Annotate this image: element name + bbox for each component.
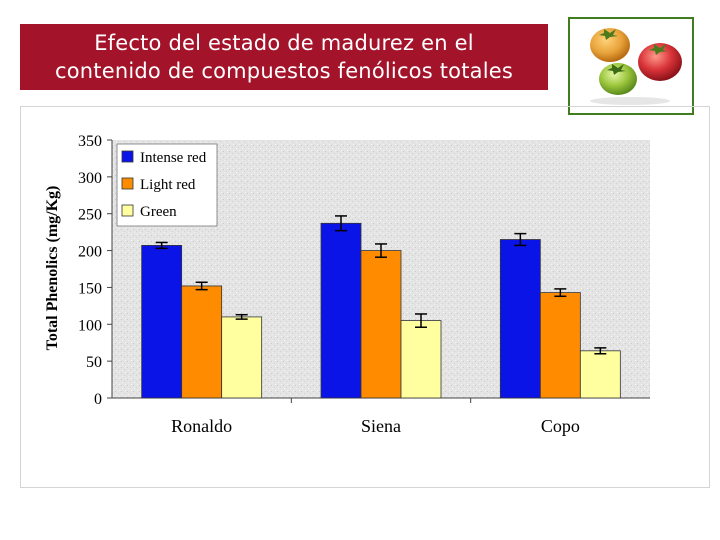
orange-tomato: [590, 28, 630, 62]
legend: Intense red Light red Green: [116, 143, 218, 227]
y-axis-label: Total Phenolics (mg/Kg): [44, 186, 61, 351]
tomatoes-image: [590, 28, 682, 105]
y-tick-label: 300: [78, 170, 102, 187]
legend-swatch: [121, 204, 134, 217]
bar: [141, 245, 183, 399]
tomato-photo: [568, 17, 694, 115]
y-tick-label: 350: [78, 133, 102, 150]
legend-box: [116, 143, 218, 227]
bar: [499, 239, 541, 399]
slide-title-banner: Efecto del estado de madurez en el conte…: [20, 24, 548, 90]
y-tick-label: 100: [78, 317, 102, 334]
green-tomato: [599, 63, 637, 95]
legend-label: Light red: [140, 177, 196, 193]
x-tick-label: Copo: [541, 416, 580, 436]
x-ticks: Ronaldo Siena Copo: [171, 398, 580, 436]
x-tick-label: Siena: [361, 416, 401, 436]
legend-label: Intense red: [140, 150, 207, 166]
y-tick-label: 200: [78, 244, 102, 261]
bar: [539, 292, 581, 399]
red-tomato: [638, 43, 682, 81]
bar: [181, 285, 223, 399]
bar: [360, 250, 402, 399]
x-tick-label: Ronaldo: [171, 416, 232, 436]
bar: [579, 350, 621, 399]
legend-swatch: [121, 177, 134, 190]
bar: [400, 320, 442, 399]
bars: [141, 215, 621, 399]
y-tick-label: 0: [94, 391, 102, 408]
y-tick-label: 250: [78, 207, 102, 224]
y-ticks: 0 50 100 150 200 250 300 350: [78, 133, 112, 408]
legend-label: Green: [140, 204, 177, 220]
bar: [320, 222, 362, 399]
bar: [221, 316, 263, 399]
legend-swatch: [121, 150, 134, 163]
slide-title: Efecto del estado de madurez en el conte…: [54, 31, 514, 83]
chart-frame: [20, 106, 710, 488]
y-tick-label: 50: [86, 354, 102, 371]
y-tick-label: 150: [78, 280, 102, 297]
